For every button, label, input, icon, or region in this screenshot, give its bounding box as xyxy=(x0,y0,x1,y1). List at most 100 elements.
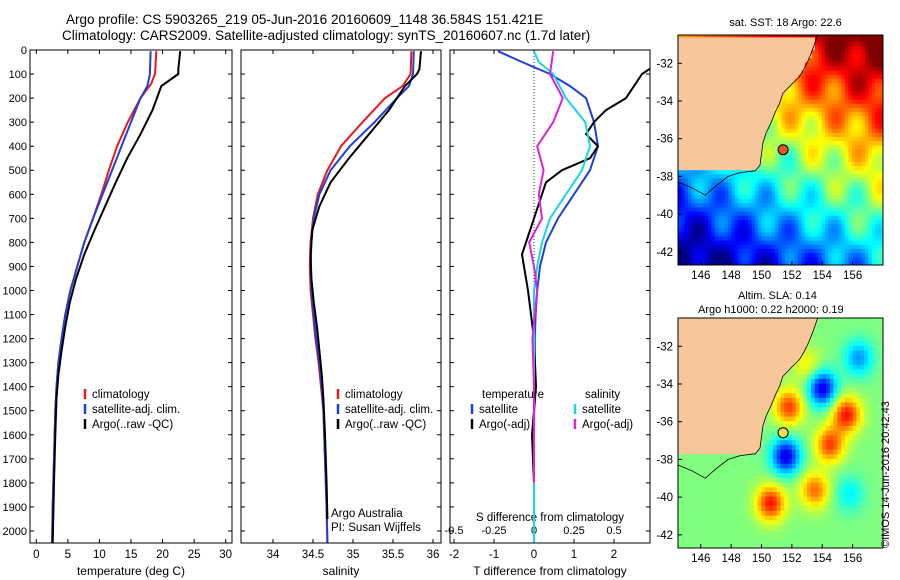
map-cell xyxy=(868,82,873,88)
map-cell xyxy=(748,223,753,229)
map-cell xyxy=(761,140,766,146)
map-cell xyxy=(708,430,713,436)
map-cell xyxy=(781,124,786,129)
map-cell xyxy=(708,350,713,356)
map-cell xyxy=(751,157,756,162)
map-cell xyxy=(714,45,719,50)
map-cell xyxy=(871,86,876,92)
map-cell xyxy=(868,215,873,220)
map-cell xyxy=(700,401,706,408)
map-cell xyxy=(784,157,789,162)
map-cell xyxy=(678,148,682,154)
map-cell xyxy=(835,35,839,38)
map-cell xyxy=(871,252,876,258)
map-cell xyxy=(684,173,689,179)
map-cell xyxy=(712,368,717,375)
map-cell xyxy=(784,190,789,195)
map-cell xyxy=(825,49,829,54)
map-cell xyxy=(731,86,736,92)
map-cell xyxy=(821,215,826,220)
map-cell xyxy=(724,90,729,96)
map-cell xyxy=(871,244,876,249)
map-cell xyxy=(741,57,746,63)
map-cell xyxy=(719,345,725,351)
map-cell xyxy=(744,45,749,50)
map-cell xyxy=(721,119,726,125)
map-cell xyxy=(791,256,796,262)
map-cell xyxy=(714,111,719,117)
map-cell xyxy=(841,223,846,229)
map-cell xyxy=(841,82,846,88)
map-cell xyxy=(731,194,736,200)
map-cell xyxy=(881,165,883,171)
map-cell xyxy=(791,140,796,146)
map-cell xyxy=(865,223,869,229)
climatology-title: Climatology: CARS2009. Satellite-adjuste… xyxy=(62,28,591,43)
map-cell xyxy=(838,128,843,133)
map-cell xyxy=(757,368,763,375)
map-cell xyxy=(741,244,746,249)
map-cell xyxy=(711,140,716,146)
map-cell xyxy=(845,252,849,258)
map-cell xyxy=(746,463,751,469)
map-cell xyxy=(719,326,725,332)
map-cell xyxy=(712,326,717,332)
map-cell xyxy=(798,53,803,59)
map-cell xyxy=(742,331,747,337)
map-cell xyxy=(761,439,766,445)
map-cell xyxy=(878,140,883,146)
map-cell xyxy=(708,35,712,38)
map-cell xyxy=(791,219,796,225)
map-cell xyxy=(784,140,789,146)
map-cell xyxy=(688,107,692,113)
map-cell xyxy=(801,90,806,96)
map-cell xyxy=(742,430,747,436)
map-cell xyxy=(835,148,839,154)
map-cell xyxy=(765,500,770,507)
map-cell xyxy=(845,227,849,233)
map-cell xyxy=(841,173,846,179)
map-cell xyxy=(741,124,746,129)
map-cell xyxy=(825,182,829,187)
map-cell xyxy=(828,103,833,108)
map-cell xyxy=(693,533,698,540)
map-cell xyxy=(714,182,719,187)
map-cell xyxy=(875,153,879,158)
map-cell xyxy=(708,115,712,121)
map-cell xyxy=(711,157,716,162)
map-cell xyxy=(742,444,747,450)
map-cell xyxy=(697,538,702,544)
map-cell xyxy=(838,144,843,150)
map-cell xyxy=(741,140,746,146)
map-cell xyxy=(728,57,732,63)
map-cell xyxy=(741,177,746,183)
map-cell xyxy=(712,434,717,441)
map-cell xyxy=(716,326,721,332)
map-cell xyxy=(681,194,686,200)
map-cell xyxy=(681,430,687,436)
map-cell xyxy=(784,132,789,137)
map-cell xyxy=(701,227,706,233)
y-tick-label: 1200 xyxy=(3,334,27,346)
map-cell xyxy=(734,331,740,337)
map-cell xyxy=(764,107,769,113)
map-cell xyxy=(825,256,829,262)
map-cell xyxy=(861,169,866,175)
map-cell xyxy=(781,219,786,225)
map-cell xyxy=(838,153,843,158)
map-cell xyxy=(753,383,759,389)
map-cell xyxy=(704,331,709,337)
map-cell xyxy=(744,194,749,200)
map-cell xyxy=(697,491,702,497)
map-cell xyxy=(821,124,826,129)
map-cell xyxy=(831,128,836,133)
map-cell xyxy=(731,335,736,342)
map-cell xyxy=(868,95,873,100)
map-cell xyxy=(794,124,799,129)
map-cell xyxy=(761,260,766,265)
map-cell xyxy=(734,111,739,117)
map-cell xyxy=(761,519,766,525)
map-cell xyxy=(815,107,819,113)
map-cell xyxy=(685,368,690,375)
map-cell xyxy=(731,256,736,262)
